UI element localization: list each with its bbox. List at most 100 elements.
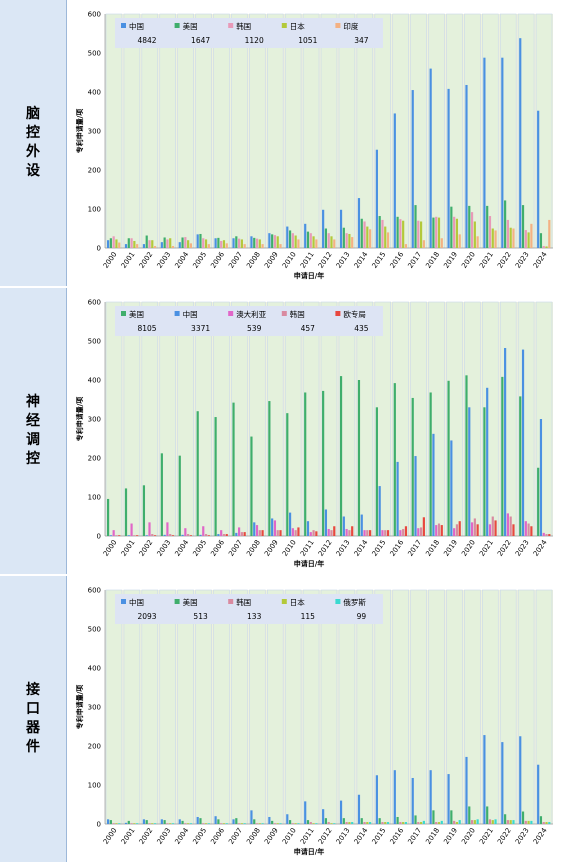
x-tick-label: 2003	[156, 251, 173, 270]
bar	[235, 532, 238, 536]
bar	[422, 820, 425, 824]
bar	[238, 823, 241, 824]
bar	[548, 219, 551, 248]
bar	[384, 226, 387, 248]
legend-series-total: 457	[301, 324, 316, 333]
chart-panel-interface-devices: 接 口 器 件 0 100 200 300 400 500 600 2000 2001 2002 2…	[0, 576, 571, 862]
bar	[153, 246, 157, 248]
y-tick-label: 500	[88, 50, 101, 58]
bar	[527, 820, 530, 824]
bar	[166, 823, 169, 824]
legend-series-total: 1051	[298, 36, 317, 45]
bar	[171, 246, 175, 248]
bar	[386, 822, 390, 824]
bar	[339, 800, 343, 824]
bar	[437, 217, 441, 248]
bar	[279, 823, 282, 824]
bar	[342, 516, 345, 536]
bar	[366, 822, 369, 824]
bar	[363, 530, 366, 536]
bar	[483, 407, 486, 536]
x-tick-label: 2014	[353, 250, 370, 270]
bar	[232, 819, 235, 824]
year-band	[249, 13, 266, 249]
x-tick-label: 2008	[245, 251, 262, 270]
bar	[322, 209, 325, 248]
bar	[366, 530, 369, 536]
bar	[178, 455, 181, 536]
year-band	[231, 13, 248, 249]
legend-series-name: 美国	[129, 309, 144, 319]
x-tick-label: 2016	[389, 538, 406, 558]
x-tick-label: 2022	[496, 539, 513, 558]
bar	[255, 525, 259, 536]
bar	[437, 822, 441, 824]
bar	[399, 822, 402, 824]
year-band	[159, 13, 176, 249]
bar	[240, 532, 243, 536]
bar	[521, 349, 525, 536]
legend-series-total: 115	[301, 612, 316, 621]
label-char: 经	[26, 413, 40, 429]
year-band	[123, 589, 141, 825]
bar	[521, 205, 525, 248]
bar	[163, 820, 166, 824]
bar	[545, 822, 548, 824]
bar	[199, 233, 202, 248]
bar	[306, 231, 310, 248]
bar	[214, 417, 217, 536]
year-band	[105, 589, 123, 825]
year-band	[338, 589, 356, 825]
year-band	[123, 13, 141, 249]
x-tick-label: 2013	[335, 539, 352, 558]
bar	[530, 526, 533, 536]
legend-series-name: 美国	[183, 597, 198, 607]
legend-series-total: 1120	[245, 36, 264, 45]
y-tick-label: 100	[88, 206, 101, 214]
bar	[342, 818, 345, 824]
bar	[369, 229, 372, 248]
bar	[440, 525, 443, 536]
bar	[202, 238, 205, 248]
x-tick-label: 2013	[335, 827, 352, 846]
bar	[322, 390, 325, 536]
bar	[225, 534, 228, 536]
bar	[315, 531, 318, 536]
bar	[491, 228, 494, 248]
bar	[414, 456, 417, 536]
bar	[109, 238, 112, 248]
x-tick-label: 2023	[514, 251, 531, 270]
bar	[127, 535, 130, 536]
y-tick-label: 200	[88, 743, 101, 751]
bar	[404, 526, 408, 536]
year-band	[177, 13, 194, 249]
bar	[393, 113, 396, 248]
bar	[222, 240, 226, 248]
bar	[240, 823, 243, 824]
bar	[486, 806, 489, 824]
bar	[494, 230, 497, 248]
bar	[488, 524, 492, 536]
bar	[279, 244, 282, 248]
bar	[357, 380, 361, 536]
bar	[171, 823, 175, 824]
bar	[440, 820, 443, 824]
year-band	[302, 589, 320, 825]
bar	[258, 530, 261, 536]
bar	[288, 820, 292, 824]
bar	[109, 535, 112, 536]
bar	[357, 794, 361, 824]
y-tick-label: 600	[88, 11, 101, 19]
bar	[235, 236, 238, 248]
bar	[178, 242, 181, 248]
legend-series-total: 3371	[191, 324, 210, 333]
bar	[136, 535, 139, 536]
bar	[187, 823, 190, 824]
bar	[148, 823, 151, 824]
bar	[163, 534, 166, 536]
x-tick-label: 2010	[281, 827, 298, 846]
x-tick-label: 2020	[460, 827, 477, 846]
x-tick-label: 2015	[371, 251, 388, 270]
bar	[440, 238, 443, 248]
label-char: 外	[26, 144, 40, 160]
